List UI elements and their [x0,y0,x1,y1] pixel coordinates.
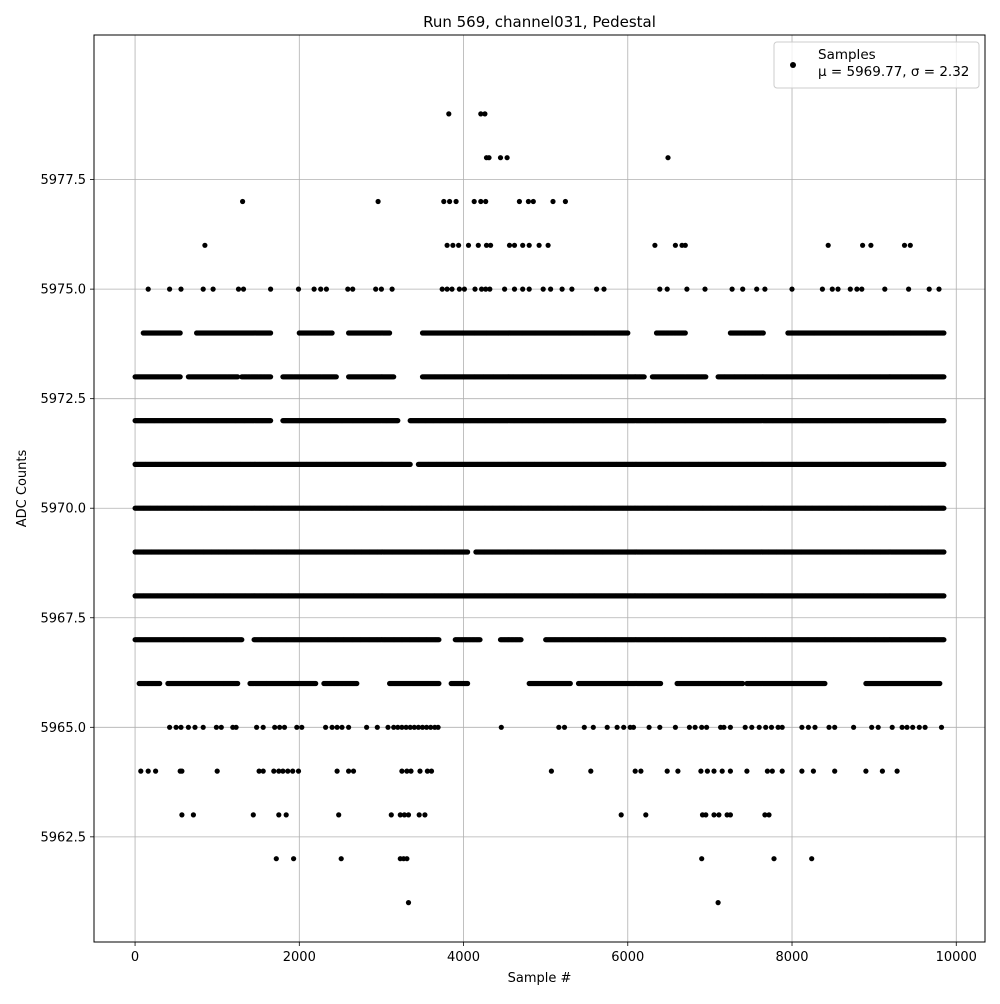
data-point [408,462,413,467]
data-point [941,462,946,467]
data-point [465,549,470,554]
data-point [941,593,946,598]
data-point [395,418,400,423]
data-point [268,418,273,423]
data-point [157,681,162,686]
data-point [658,681,663,686]
data-point [941,549,946,554]
data-point [239,637,244,642]
data-point [465,681,470,686]
data-point [937,681,942,686]
data-point [436,681,441,686]
data-point [518,637,523,642]
data-point [313,681,318,686]
data-point [568,681,573,686]
data-point [941,637,946,642]
data-point [941,506,946,511]
data-point [822,681,827,686]
data-point [477,637,482,642]
data-point [436,637,441,642]
data-point [235,681,240,686]
data-point [354,681,359,686]
